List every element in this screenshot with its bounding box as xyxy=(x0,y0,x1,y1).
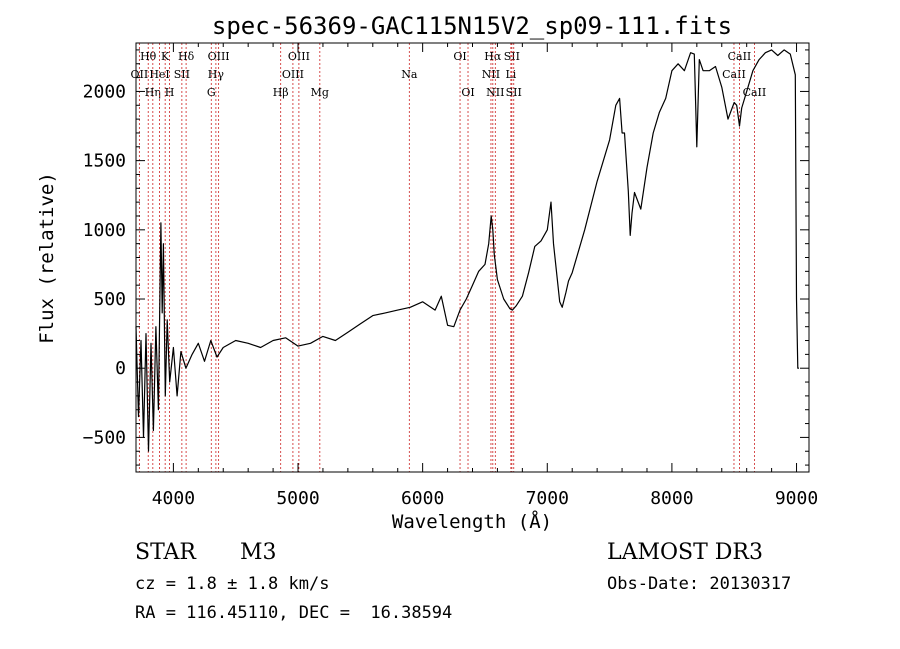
line-marker-label: Hγ xyxy=(208,68,225,81)
x-axis-label: Wavelength (Å) xyxy=(392,510,552,533)
line-marker-label: OIII xyxy=(208,50,230,63)
line-marker-label: NII xyxy=(482,68,500,81)
y-axis-ticks: −500 0 500 1000 1500 2000 xyxy=(83,49,809,466)
x-axis-ticks: 4000 5000 6000 7000 8000 9000 xyxy=(152,43,818,509)
line-marker-label: SII xyxy=(504,50,520,63)
line-marker-label: HeI xyxy=(149,68,169,81)
line-marker-label: Na xyxy=(401,68,418,81)
line-marker-label: CaII xyxy=(722,68,746,81)
observation-date: Obs-Date: 20130317 xyxy=(607,574,792,594)
line-marker-label: Hθ xyxy=(140,50,157,63)
y-tick-label: 1500 xyxy=(83,151,126,172)
line-marker-label: Hβ xyxy=(273,86,289,99)
line-marker-label: NII xyxy=(486,86,504,99)
line-marker-label: SII xyxy=(506,86,522,99)
line-marker-label: OI xyxy=(453,50,466,63)
y-axis-label: Flux (relative) xyxy=(36,172,58,344)
line-marker-label: OIII xyxy=(288,50,310,63)
series-line xyxy=(135,49,799,452)
y-tick-label: 0 xyxy=(115,358,126,379)
line-marker-label: K xyxy=(161,50,170,63)
object-subclass: M3 xyxy=(240,540,277,565)
coordinates-text: RA = 116.45110, DEC = 16.38594 xyxy=(135,603,453,623)
plot-frame xyxy=(135,42,810,473)
line-marker-label: CaII xyxy=(743,86,767,99)
chart-title: spec-56369-GAC115N15V2_sp09-111.fits xyxy=(212,12,732,40)
line-marker-label: OII xyxy=(131,68,149,81)
y-tick-label: 500 xyxy=(93,289,126,310)
line-marker-label: CaII xyxy=(728,50,752,63)
line-marker-label: OIII xyxy=(282,68,304,81)
x-tick-label: 5000 xyxy=(276,488,319,509)
x-tick-label: 9000 xyxy=(775,488,818,509)
object-class: STAR xyxy=(135,540,196,565)
line-marker-label: Hδ xyxy=(178,50,195,63)
x-tick-label: 6000 xyxy=(401,488,444,509)
y-tick-label: 1000 xyxy=(83,220,126,241)
line-marker-label: Li xyxy=(505,68,516,81)
line-marker-label: H xyxy=(165,86,175,99)
line-marker-label: G xyxy=(207,86,216,99)
y-tick-label: −500 xyxy=(83,427,126,448)
x-tick-label: 4000 xyxy=(152,488,195,509)
line-marker-label: Hη xyxy=(145,86,161,99)
series-layer xyxy=(135,49,799,452)
survey-name: LAMOST DR3 xyxy=(607,540,763,565)
line-marker-label: Mg xyxy=(311,86,329,99)
x-tick-label: 8000 xyxy=(650,488,693,509)
y-tick-label: 2000 xyxy=(83,81,126,102)
x-tick-label: 7000 xyxy=(526,488,569,509)
line-marker-label: SII xyxy=(174,68,190,81)
line-marker-label: OI xyxy=(461,86,474,99)
line-markers: OII Hθ Hη HeI K H SII Hδ G Hγ OIII Hβ OIII OIII Mg Na OI… xyxy=(131,43,767,472)
redshift-text: cz = 1.8 ± 1.8 km/s xyxy=(135,574,330,594)
line-marker-label: Hα xyxy=(484,50,502,63)
